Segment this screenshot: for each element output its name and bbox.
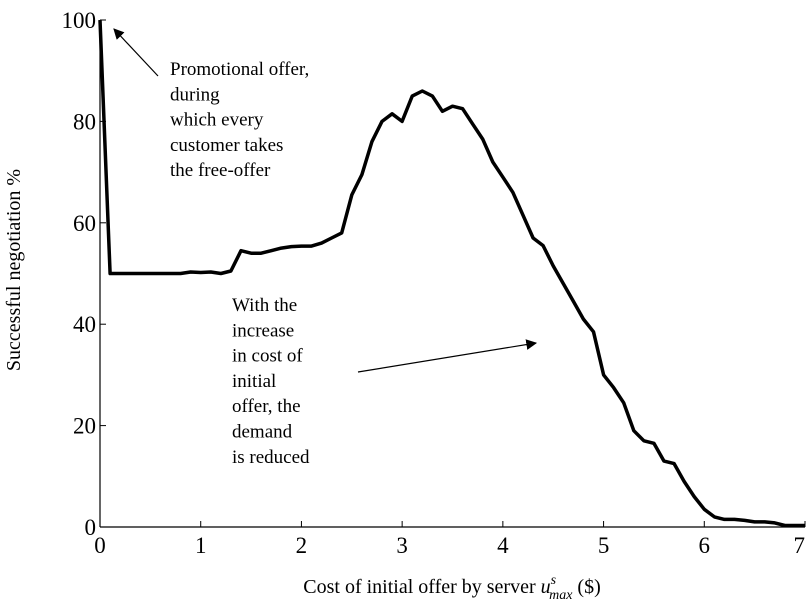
annotation: during: [170, 84, 220, 105]
annotation: With the: [232, 295, 297, 316]
annotation: increase: [232, 320, 294, 341]
x-tick-label: 3: [396, 533, 408, 558]
annotation: in cost of: [232, 346, 303, 367]
y-tick-label: 60: [73, 211, 96, 236]
y-axis-label: Successful negotiation %: [3, 169, 25, 371]
annotation: offer, the: [232, 396, 301, 417]
y-tick-label: 40: [73, 312, 96, 337]
annotation: is reduced: [232, 447, 310, 468]
annotation: initial: [232, 371, 276, 392]
x-tick-label: 2: [296, 533, 308, 558]
annotation-arrow: [113, 28, 159, 77]
annotation: Promotional offer,: [170, 59, 309, 80]
annotation-arrow: [357, 339, 538, 373]
line: [98, 19, 805, 528]
y-tick-label: 80: [73, 109, 96, 134]
annotation: which every: [170, 110, 264, 131]
annotation: demand: [232, 422, 293, 443]
x-tick-label: 5: [598, 533, 610, 558]
y-tick-label: 20: [73, 414, 96, 439]
y-tick-label: 0: [85, 515, 97, 540]
annotation: the free-offer: [170, 160, 271, 181]
x-tick-label: 4: [497, 533, 509, 558]
annotation: customer takes: [170, 135, 283, 156]
y-tick-label: 100: [62, 8, 97, 33]
x-axis-label: Cost of initial offer by server us max ($…: [303, 573, 600, 603]
x-tick-label: 7: [794, 533, 806, 558]
x-tick-label: 0: [94, 533, 106, 558]
x-tick-label: 6: [699, 533, 711, 558]
x-tick-label: 1: [195, 533, 207, 558]
